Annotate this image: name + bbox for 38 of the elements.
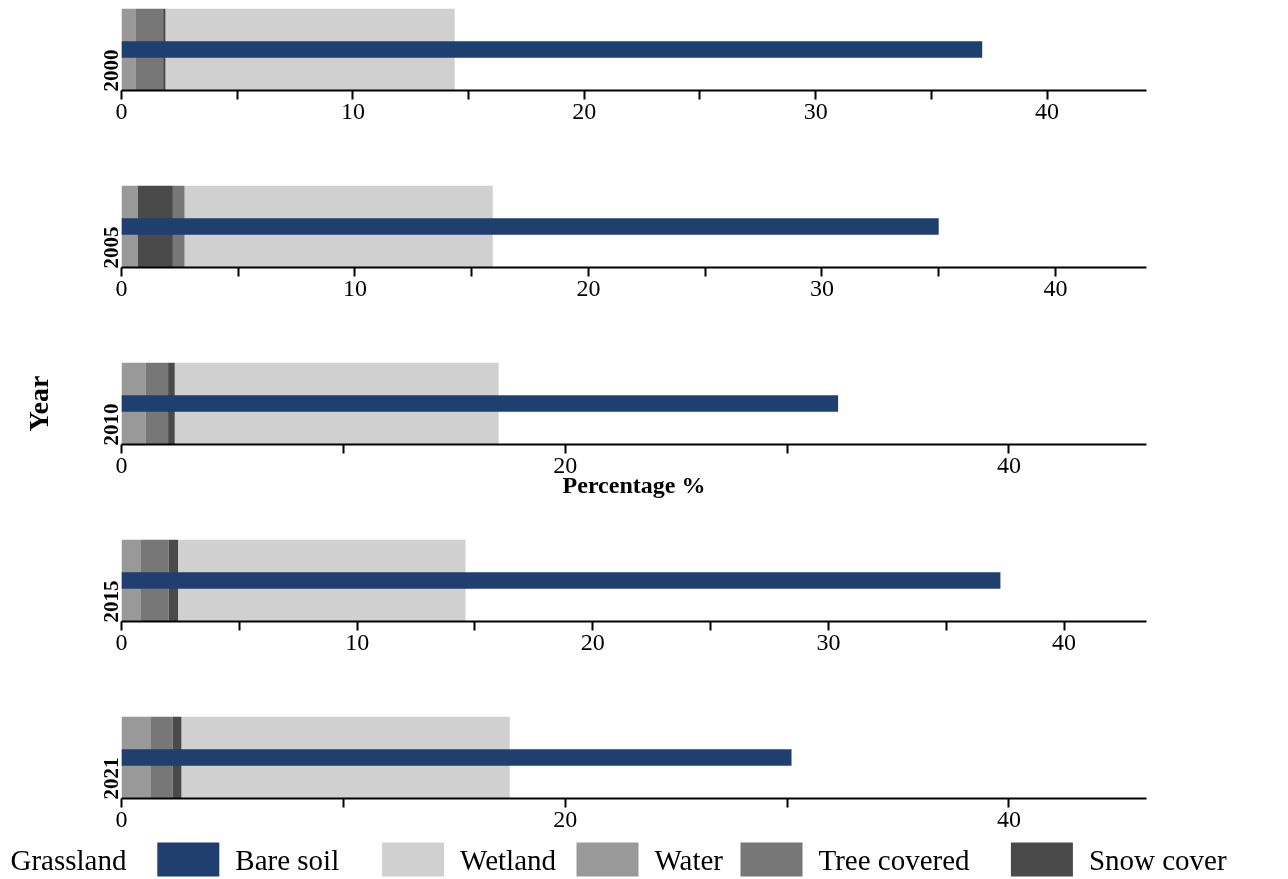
x-tick-label: 40 (1035, 97, 1060, 124)
x-tick-label: 40 (996, 805, 1021, 832)
x-tick-label: 40 (1052, 628, 1077, 655)
bar (121, 218, 939, 235)
legend-label: Snow cover (1088, 843, 1227, 876)
y-tick-label: 2010 (98, 403, 123, 446)
x-tick-label: 30 (816, 628, 841, 655)
legend-label: Tree covered (818, 843, 971, 876)
x-tick-label: 0 (115, 274, 128, 301)
x-tick-label: 0 (115, 805, 128, 832)
x-tick-label: 20 (576, 274, 601, 301)
y-tick-label: 2000 (98, 49, 123, 92)
x-tick-label: 30 (803, 97, 828, 124)
x-tick-label: 20 (572, 97, 597, 124)
x-tick-label: 10 (342, 274, 367, 301)
x-tick-label: 40 (996, 451, 1021, 478)
legend-label: Bare soil (235, 843, 340, 876)
y-axis-title: Year (22, 375, 54, 432)
y-tick-label: 2021 (98, 757, 123, 800)
text: Grassland (10, 843, 127, 876)
bar (121, 572, 1001, 589)
bar (121, 749, 792, 766)
legend-label: Wetland (460, 843, 557, 876)
x-tick-label: 10 (340, 97, 365, 124)
bar (121, 41, 983, 58)
bar (121, 395, 839, 412)
x-tick-label: 0 (115, 628, 128, 655)
y-tick-label: 2015 (98, 580, 123, 623)
legend-label: Water (654, 843, 724, 876)
x-tick-label: 10 (345, 628, 370, 655)
x-tick-label: 20 (553, 805, 578, 832)
x-tick-label: 20 (553, 451, 578, 478)
x-tick-label: 30 (809, 274, 834, 301)
x-tick-label: 40 (1043, 274, 1068, 301)
y-tick-label: 2005 (98, 226, 123, 269)
x-tick-label: 20 (580, 628, 605, 655)
x-tick-label: 0 (115, 97, 128, 124)
x-tick-label: 0 (115, 451, 128, 478)
